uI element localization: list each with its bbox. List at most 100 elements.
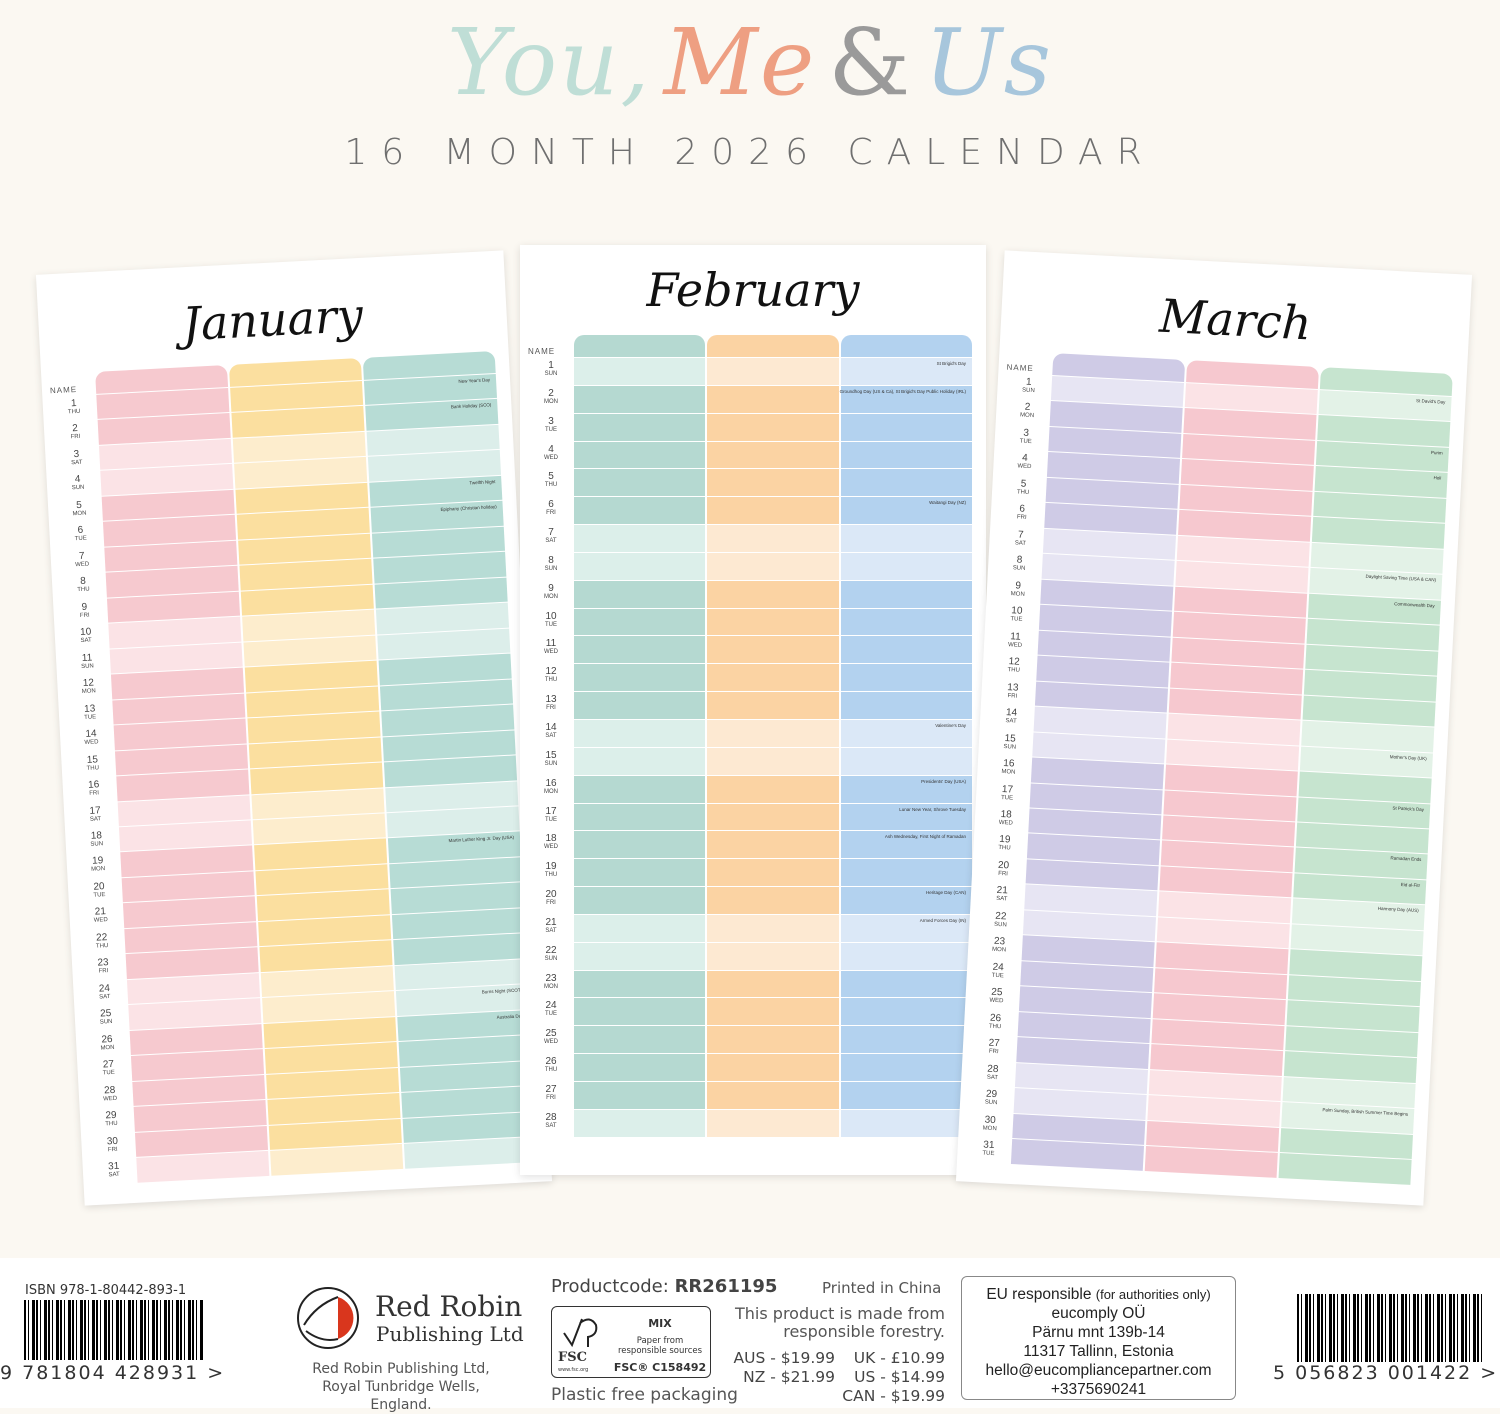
day-cell[interactable] bbox=[707, 747, 839, 775]
day-cell[interactable]: Presidents' Day (USA) bbox=[840, 775, 972, 803]
day-cell[interactable] bbox=[574, 942, 706, 970]
day-cell[interactable]: Ash Wednesday, First Night of Ramadan bbox=[840, 831, 972, 859]
day-cell[interactable] bbox=[574, 497, 706, 525]
name-column-header[interactable] bbox=[574, 335, 706, 357]
day-cell[interactable] bbox=[707, 831, 839, 859]
day-cell[interactable] bbox=[574, 441, 706, 469]
day-cell[interactable] bbox=[840, 1054, 972, 1081]
day-cell[interactable] bbox=[574, 692, 706, 719]
day-cell[interactable] bbox=[707, 358, 839, 385]
day-cell[interactable] bbox=[840, 747, 972, 775]
day-number: 14 bbox=[1005, 707, 1018, 719]
day-cell[interactable] bbox=[707, 1081, 839, 1109]
weekday: SAT bbox=[986, 1074, 999, 1081]
day-cell[interactable] bbox=[707, 914, 839, 942]
name-column-header[interactable] bbox=[840, 335, 972, 357]
day-cell[interactable]: Armed Forces Day (IN) bbox=[840, 914, 972, 942]
day-cell[interactable] bbox=[840, 580, 972, 608]
name-label: NAME bbox=[1006, 362, 1034, 374]
day-cell[interactable] bbox=[574, 552, 706, 580]
day-cell[interactable] bbox=[574, 413, 706, 441]
day-cell[interactable] bbox=[840, 469, 972, 497]
day-cell[interactable] bbox=[707, 525, 839, 552]
day-cell[interactable] bbox=[707, 998, 839, 1026]
day-cell[interactable]: Groundhog Day (US & Ca), St Brigid's Day… bbox=[840, 385, 972, 413]
day-cell[interactable]: Waitangi Day (NZ) bbox=[840, 497, 972, 525]
day-cell[interactable] bbox=[707, 859, 839, 887]
day-cell[interactable] bbox=[840, 1026, 972, 1054]
day-cell[interactable] bbox=[707, 942, 839, 970]
day-cell[interactable] bbox=[574, 664, 706, 692]
day-cell[interactable] bbox=[574, 970, 706, 998]
day-cell[interactable] bbox=[840, 942, 972, 970]
day-cell[interactable] bbox=[707, 664, 839, 692]
day-cell[interactable]: St Brigid's Day bbox=[840, 358, 972, 385]
holiday-label: Ramadan Ends bbox=[1390, 855, 1422, 863]
day-cell[interactable] bbox=[574, 775, 706, 803]
day-cell[interactable] bbox=[840, 859, 972, 887]
day-cell[interactable] bbox=[840, 413, 972, 441]
day-cell[interactable] bbox=[707, 692, 839, 719]
day-cell[interactable] bbox=[574, 1054, 706, 1081]
day-cell[interactable] bbox=[574, 803, 706, 831]
day-cell[interactable] bbox=[574, 1081, 706, 1109]
day-cell[interactable] bbox=[707, 970, 839, 998]
weekday: SUN bbox=[90, 841, 104, 848]
day-cell[interactable] bbox=[707, 385, 839, 413]
day-cell[interactable] bbox=[707, 1109, 839, 1137]
day-label: 28 SAT bbox=[969, 1060, 1016, 1087]
day-cell[interactable] bbox=[574, 385, 706, 413]
day-cell[interactable] bbox=[707, 497, 839, 525]
day-cell[interactable] bbox=[707, 1054, 839, 1081]
day-cell[interactable] bbox=[707, 552, 839, 580]
day-cell[interactable] bbox=[840, 525, 972, 552]
day-cell[interactable] bbox=[574, 859, 706, 887]
day-label: 12 THU bbox=[528, 664, 574, 691]
day-cell[interactable] bbox=[707, 413, 839, 441]
day-number: 23 bbox=[545, 972, 557, 984]
day-cell[interactable] bbox=[574, 887, 706, 914]
day-cell[interactable] bbox=[707, 636, 839, 664]
holiday-label: Commonwealth Day bbox=[1394, 601, 1435, 609]
day-cell[interactable] bbox=[574, 469, 706, 497]
day-cell[interactable] bbox=[707, 608, 839, 636]
day-cell[interactable] bbox=[840, 552, 972, 580]
day-cell[interactable] bbox=[574, 608, 706, 636]
day-cell[interactable] bbox=[574, 1026, 706, 1054]
day-number: 13 bbox=[83, 703, 96, 715]
day-cell[interactable] bbox=[574, 719, 706, 747]
day-cell[interactable] bbox=[707, 469, 839, 497]
day-cell[interactable] bbox=[707, 803, 839, 831]
day-cell[interactable] bbox=[707, 719, 839, 747]
day-cell[interactable] bbox=[707, 887, 839, 914]
day-cell[interactable]: Heritage Day (CAN) bbox=[840, 887, 972, 914]
day-cell[interactable] bbox=[840, 692, 972, 719]
day-cell[interactable] bbox=[574, 358, 706, 385]
day-cell[interactable] bbox=[574, 636, 706, 664]
weekday: MON bbox=[1010, 590, 1025, 598]
day-cell[interactable]: Lunar New Year, Shrove Tuesday bbox=[840, 803, 972, 831]
day-cell[interactable] bbox=[707, 580, 839, 608]
name-column-header[interactable] bbox=[707, 335, 839, 357]
day-cell[interactable] bbox=[574, 525, 706, 552]
day-cell[interactable] bbox=[840, 998, 972, 1026]
day-number: 22 bbox=[545, 944, 557, 956]
day-cell[interactable] bbox=[574, 831, 706, 859]
day-cell[interactable] bbox=[840, 441, 972, 469]
day-cell[interactable] bbox=[707, 1026, 839, 1054]
day-cell[interactable] bbox=[840, 664, 972, 692]
day-cell[interactable] bbox=[574, 998, 706, 1026]
day-cell[interactable] bbox=[707, 441, 839, 469]
day-cell[interactable] bbox=[574, 747, 706, 775]
day-cell[interactable] bbox=[574, 580, 706, 608]
printed-in: Printed in China bbox=[822, 1279, 942, 1297]
day-cell[interactable] bbox=[840, 608, 972, 636]
day-cell[interactable] bbox=[840, 970, 972, 998]
day-cell[interactable]: Valentine's Day bbox=[840, 719, 972, 747]
day-cell[interactable] bbox=[574, 1109, 706, 1137]
day-cell[interactable] bbox=[574, 914, 706, 942]
day-cell[interactable] bbox=[840, 1109, 972, 1137]
day-cell[interactable] bbox=[707, 775, 839, 803]
day-cell[interactable] bbox=[840, 636, 972, 664]
day-cell[interactable] bbox=[840, 1081, 972, 1109]
